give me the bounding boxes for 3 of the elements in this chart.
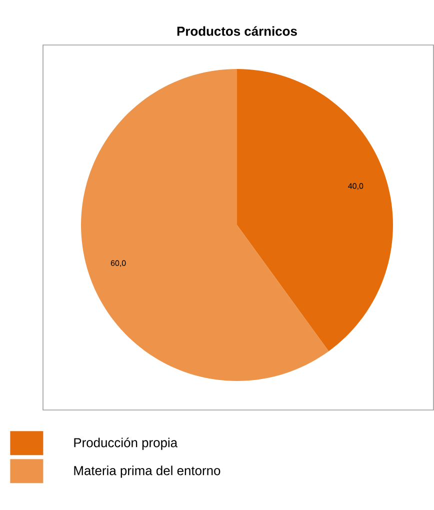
legend-label: Producción propia (74, 438, 178, 450)
chart-title: Productos cárnicos (177, 26, 297, 36)
legend-label: Materia prima del entorno (74, 466, 220, 478)
